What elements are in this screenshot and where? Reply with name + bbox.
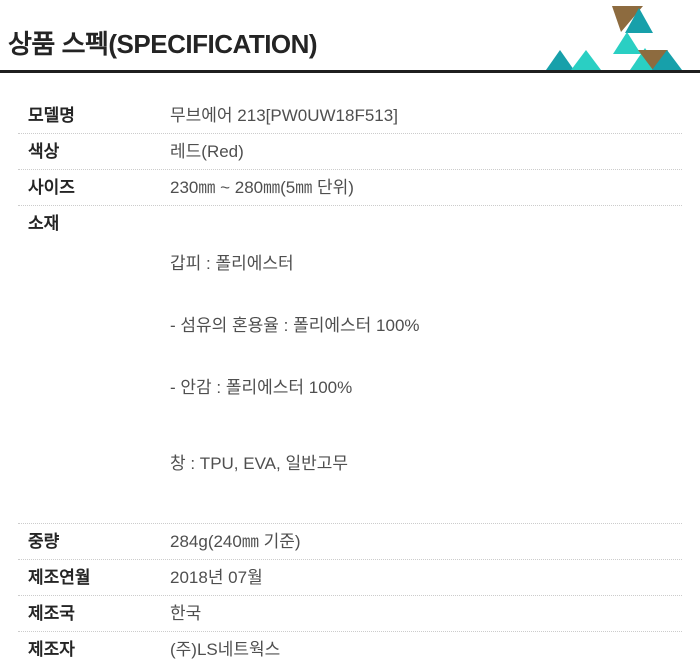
triangle-light-teal <box>613 32 641 54</box>
material-line: 갑피 : 폴리에스터 <box>170 254 294 273</box>
spec-value: (주)LS네트웍스 <box>170 640 281 659</box>
triangle-dark-teal <box>652 50 682 70</box>
spec-value: 무브에어 213[PW0UW18F513] <box>170 106 398 125</box>
triangle-brown <box>612 6 643 32</box>
spec-value: 2018년 07월 <box>170 568 263 587</box>
spec-value: 갑피 : 폴리에스터 - 섬유의 혼용율 : 폴리에스터 100% - 안감 :… <box>170 214 682 514</box>
spec-row-manufacturer: 제조자 (주)LS네트웍스 <box>18 632 682 667</box>
spec-label: 색상 <box>28 142 60 161</box>
spec-row-color: 색상 레드(Red) <box>18 134 682 170</box>
spec-header: 상품 스펙(SPECIFICATION) <box>0 0 700 73</box>
spec-value: 한국 <box>170 604 202 623</box>
spec-row-model: 모델명 무브에어 213[PW0UW18F513] <box>18 98 682 134</box>
spec-label: 제조연월 <box>28 568 91 587</box>
spec-label: 모델명 <box>28 106 75 125</box>
spec-value: 284g(240㎜ 기준) <box>170 532 301 551</box>
triangle-brown <box>638 50 668 70</box>
spec-label: 소재 <box>28 214 60 233</box>
spec-row-material: 소재 갑피 : 폴리에스터 - 섬유의 혼용율 : 폴리에스터 100% - 안… <box>18 206 682 524</box>
material-line: - 섬유의 혼용율 : 폴리에스터 100% <box>170 316 420 335</box>
spec-label: 제조자 <box>28 640 75 659</box>
triangle-dark-teal <box>546 50 574 70</box>
spec-value: 230㎜ ~ 280㎜(5㎜ 단위) <box>170 178 354 197</box>
triangle-dark-teal <box>625 8 653 33</box>
material-sole-line: 창 : TPU, EVA, 일반고무 <box>170 454 349 473</box>
spec-row-weight: 중량 284g(240㎜ 기준) <box>18 524 682 560</box>
spec-table: 모델명 무브에어 213[PW0UW18F513] 색상 레드(Red) 사이즈… <box>18 98 682 667</box>
page-title: 상품 스펙(SPECIFICATION) <box>8 29 318 59</box>
spec-label: 제조국 <box>28 604 75 623</box>
material-line: - 안감 : 폴리에스터 100% <box>170 378 353 397</box>
spec-row-country: 제조국 한국 <box>18 596 682 632</box>
triangle-light-teal <box>571 50 601 70</box>
spec-row-size: 사이즈 230㎜ ~ 280㎜(5㎜ 단위) <box>18 170 682 206</box>
spec-row-manufacture-date: 제조연월 2018년 07월 <box>18 560 682 596</box>
spec-label: 사이즈 <box>28 178 75 197</box>
spec-label: 중량 <box>28 532 60 551</box>
spec-value: 레드(Red) <box>170 142 244 161</box>
triangle-decoration-icon <box>546 6 682 70</box>
